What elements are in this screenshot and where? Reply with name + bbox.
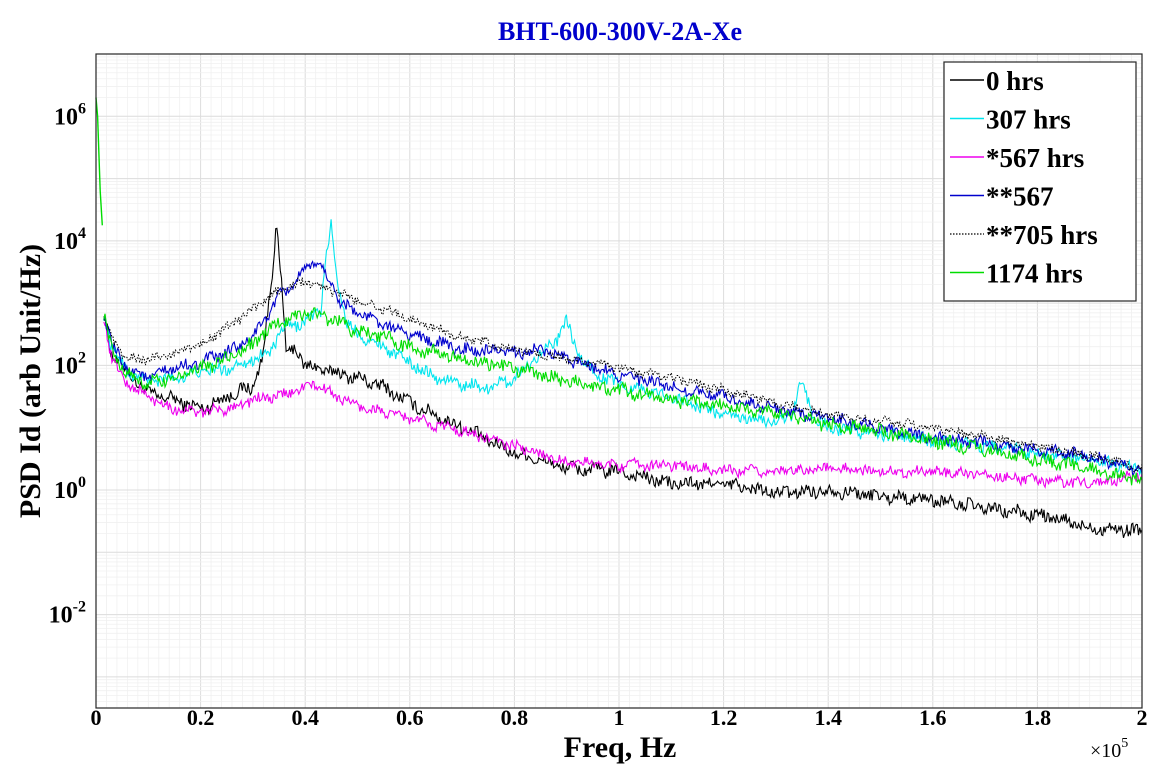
- y-tick-label: 102: [54, 349, 86, 379]
- x-tick-label: 0: [91, 705, 102, 730]
- axes-box: [95, 53, 1143, 709]
- series-layer: [95, 97, 1143, 538]
- chart-title: BHT-600-300V-2A-Xe: [498, 17, 742, 46]
- legend-box: [943, 61, 1137, 302]
- legend-entry-label: **705 hrs: [986, 220, 1098, 250]
- x-tick-label: 1.2: [710, 705, 738, 730]
- x-tick-label: 1: [614, 705, 625, 730]
- y-tick-label: 10-2: [49, 599, 86, 629]
- x-tick-label: 1.8: [1024, 705, 1052, 730]
- x-tick-label: 0.2: [187, 705, 215, 730]
- y-tick-label: 106: [54, 100, 86, 130]
- legend-entry-label: **567: [986, 182, 1054, 212]
- x-tick-labels: 0 0.2 0.4 0.6 0.8 1 1.2 1.4 1.6 1.8 2: [91, 705, 1148, 730]
- x-tick-label: 0.6: [396, 705, 424, 730]
- x-tick-label: 0.4: [291, 705, 319, 730]
- y-axis-label: PSD Id (arb Unit/Hz): [14, 244, 47, 518]
- series-line: [103, 260, 1143, 478]
- legend-entry-label: 1174 hrs: [986, 259, 1083, 289]
- y-tick-label: 100: [54, 474, 86, 504]
- series-line: [103, 321, 1143, 489]
- x-multiplier: ×105: [1090, 736, 1128, 762]
- series-line: [103, 219, 1143, 478]
- x-tick-label: 0.8: [501, 705, 529, 730]
- legend-entry-label: *567 hrs: [986, 143, 1084, 173]
- legend: 0 hrs 307 hrs *567 hrs **567 **705 hrs 1174 h…: [943, 61, 1137, 302]
- x-tick-label: 1.6: [919, 705, 947, 730]
- legend-entry-label: 307 hrs: [986, 105, 1071, 135]
- y-tick-label: 104: [54, 225, 86, 255]
- x-tick-label: 2: [1137, 705, 1148, 730]
- x-tick-label: 1.4: [814, 705, 842, 730]
- x-axis-label: Freq, Hz: [564, 731, 677, 764]
- y-tick-labels: 106 104 102 100 10-2: [49, 100, 86, 628]
- series-line-spike: [95, 97, 103, 226]
- series-line: [103, 307, 1143, 486]
- legend-entry-label: 0 hrs: [986, 66, 1044, 96]
